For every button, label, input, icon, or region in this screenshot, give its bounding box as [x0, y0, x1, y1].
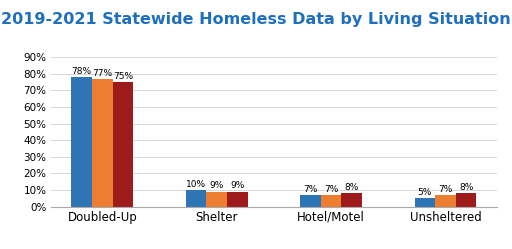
Bar [206, 192, 227, 207]
Bar [227, 192, 248, 207]
Bar [342, 193, 362, 207]
Text: 7%: 7% [303, 185, 318, 194]
Bar [92, 79, 113, 207]
Text: 5%: 5% [418, 188, 432, 197]
Bar [435, 195, 456, 207]
Text: 2019-2021 Statewide Homeless Data by Living Situation: 2019-2021 Statewide Homeless Data by Liv… [1, 12, 511, 27]
Bar [456, 193, 476, 207]
Text: 7%: 7% [438, 185, 453, 194]
Text: 78%: 78% [72, 67, 92, 76]
Text: 9%: 9% [209, 182, 224, 190]
Bar [186, 190, 206, 207]
Text: 8%: 8% [459, 183, 473, 192]
Text: 7%: 7% [324, 185, 338, 194]
Text: 9%: 9% [230, 182, 245, 190]
Bar [300, 195, 321, 207]
Text: 77%: 77% [92, 68, 113, 77]
Bar [72, 77, 92, 207]
Text: 75%: 75% [113, 72, 133, 81]
Bar [321, 195, 342, 207]
Text: 10%: 10% [186, 180, 206, 189]
Text: 8%: 8% [345, 183, 359, 192]
Bar [415, 198, 435, 207]
Bar [113, 82, 133, 207]
